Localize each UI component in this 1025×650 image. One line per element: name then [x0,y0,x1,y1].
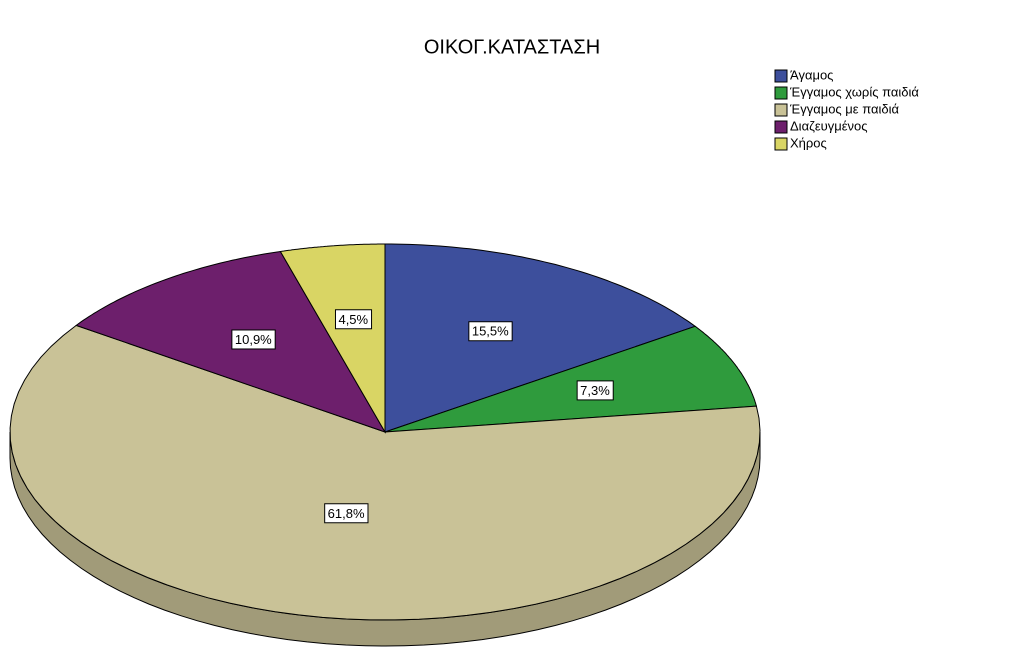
legend-swatch [774,69,788,83]
chart-title: ΟΙΚΟΓ.ΚΑΤΑΣΤΑΣΗ [424,36,600,58]
data-label: 15,5% [472,324,509,339]
data-label-box [324,503,369,524]
data-label-box [468,321,513,342]
data-label: 7,3% [580,383,610,398]
legend-swatch [774,120,788,134]
legend-label: Έγγαμος χωρίς παιδιά [789,84,919,99]
data-label: 4,5% [338,312,368,327]
slice [384,243,697,433]
data-label: 61,8% [328,506,365,521]
data-label-box [334,309,373,330]
legend-label: Χήρος [790,135,827,150]
data-label: 10,9% [235,332,272,347]
slice [75,250,387,433]
legend-swatch [774,103,788,117]
slice [384,325,758,433]
slice [279,243,386,434]
legend-label: Έγγαμος με παιδιά [789,101,900,116]
data-label-box [231,329,276,350]
legend-label: Διαζευγμένος [790,118,868,133]
legend-swatch [774,137,788,151]
data-label-box [576,380,614,401]
legend-label: Άγαμος [790,67,833,82]
legend-swatch [774,86,788,100]
slice [9,324,761,621]
